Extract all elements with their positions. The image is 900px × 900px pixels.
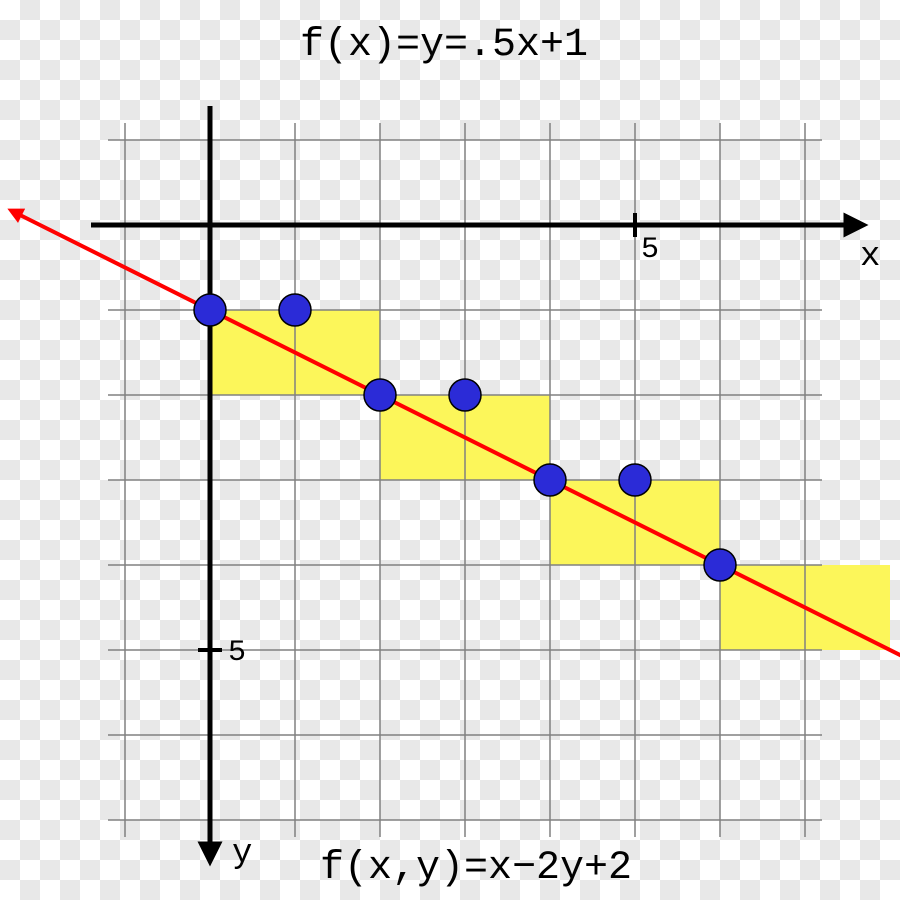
- data-point: [364, 379, 396, 411]
- data-point: [534, 464, 566, 496]
- equation-top: f(x)=y=.5x+1: [300, 23, 588, 68]
- highlight-cell: [720, 565, 805, 650]
- y-axis-tick-5: 5: [228, 636, 246, 670]
- plot-svg: f(x)=y=.5x+1 f(x,y)=x−2y+2 x y 5 5: [0, 0, 900, 900]
- data-point: [279, 294, 311, 326]
- grid-lines: [108, 123, 822, 837]
- equation-bottom: f(x,y)=x−2y+2: [320, 846, 632, 891]
- data-point: [619, 464, 651, 496]
- data-point: [449, 379, 481, 411]
- highlight-cell: [295, 310, 380, 395]
- highlight-cell: [635, 480, 720, 565]
- x-axis-label: x: [860, 238, 880, 276]
- highlight-cell: [210, 310, 295, 395]
- highlight-cell: [465, 395, 550, 480]
- data-point: [194, 294, 226, 326]
- highlight-cell: [380, 395, 465, 480]
- highlight-cell: [550, 480, 635, 565]
- y-axis-label: y: [232, 835, 252, 873]
- x-axis-tick-5: 5: [641, 233, 659, 267]
- highlight-cell: [805, 565, 890, 650]
- data-point: [704, 549, 736, 581]
